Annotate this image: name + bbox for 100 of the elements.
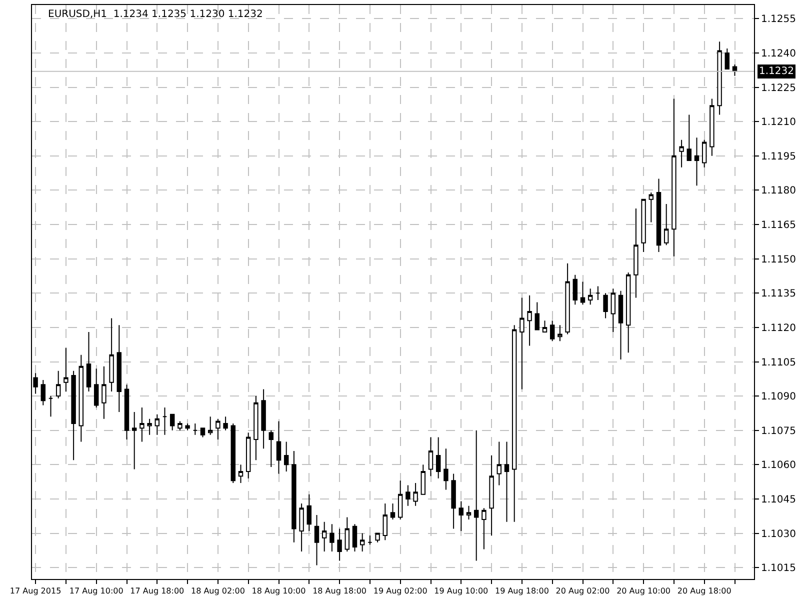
chart-title: EURUSD,H1 1.1234 1.1235 1.1230 1.1232 <box>48 9 263 20</box>
candlestick <box>482 508 486 550</box>
y-tick-label: 1.1120 <box>761 322 796 334</box>
candlestick <box>466 505 472 520</box>
candlestick <box>154 414 160 436</box>
candlestick <box>192 422 198 436</box>
candlestick <box>246 432 251 479</box>
candlestick <box>512 324 517 522</box>
candlestick <box>656 178 662 252</box>
candlestick <box>717 41 722 116</box>
candlestick <box>162 406 168 436</box>
y-tick-label: 1.1225 <box>761 82 796 94</box>
candlestick <box>368 535 372 546</box>
candlestick <box>185 422 190 431</box>
y-tick-label: 1.1045 <box>761 494 796 506</box>
y-tick-label: 1.1150 <box>761 254 796 266</box>
candlestick <box>238 464 244 484</box>
candlestick <box>527 294 532 346</box>
x-tick-label: 19 Aug 02:00 <box>373 586 428 596</box>
candlestick <box>550 320 555 342</box>
candlestick <box>102 366 106 420</box>
candlestick <box>534 302 540 330</box>
candlestick <box>664 203 669 246</box>
candlestick <box>694 137 700 186</box>
candlestick <box>413 482 418 506</box>
candlestick <box>618 290 624 360</box>
x-tick-label: 18 Aug 02:00 <box>190 586 245 596</box>
candlestick <box>314 514 320 566</box>
candlestick <box>588 288 593 306</box>
candlestick <box>398 480 403 520</box>
y-tick-label: 1.1090 <box>761 392 796 403</box>
candlestick <box>626 272 631 354</box>
y-tick-label: 1.1030 <box>761 528 796 540</box>
candlestick <box>610 288 616 333</box>
y-tick-label: 1.1015 <box>761 563 796 574</box>
candlestick <box>558 324 562 342</box>
candlestick <box>724 48 730 70</box>
candlestick <box>223 416 228 431</box>
candlestick <box>140 406 144 442</box>
x-tick-label: 18 Aug 18:00 <box>312 586 367 596</box>
candlestick <box>276 420 282 474</box>
candlestick <box>565 262 570 335</box>
candlestick <box>451 473 456 530</box>
candlestick <box>596 286 600 300</box>
x-tick-label: 17 Aug 2015 <box>10 586 62 596</box>
y-tick-label: 1.1195 <box>761 151 796 162</box>
candlestick <box>572 274 578 306</box>
x-tick-label: 17 Aug 10:00 <box>69 586 124 596</box>
x-tick-label: 19 Aug 10:00 <box>434 586 488 596</box>
candlestick <box>337 528 342 562</box>
candlestick <box>306 494 312 532</box>
candlestick <box>458 500 464 532</box>
candlestick <box>648 192 654 223</box>
candlestick <box>216 418 220 440</box>
candlestick <box>109 318 114 392</box>
candlestick <box>686 114 692 162</box>
candlestick <box>208 416 213 436</box>
candlestick <box>344 516 350 552</box>
candlestick <box>420 464 426 495</box>
candlestick <box>474 430 479 562</box>
x-tick-label: 20 Aug 18:00 <box>677 586 732 596</box>
candlestick <box>382 503 388 541</box>
candlestick <box>352 524 358 552</box>
candlestick <box>375 532 380 543</box>
candlestick <box>641 198 646 252</box>
y-tick-label: 1.1240 <box>761 48 796 60</box>
x-tick-label: 20 Aug 10:00 <box>616 586 671 596</box>
candlestick <box>284 441 289 472</box>
y-tick-label: 1.1180 <box>761 186 796 197</box>
candlestick <box>86 332 92 392</box>
x-tick-label: 20 Aug 02:00 <box>556 586 610 596</box>
candlestick <box>230 422 236 484</box>
candlestick <box>428 436 434 477</box>
candlestick <box>580 281 586 306</box>
y-tick-label: 1.1060 <box>761 460 796 472</box>
y-tick-label: 1.1210 <box>761 117 796 128</box>
candlestick <box>268 430 274 468</box>
candlestick <box>116 324 122 413</box>
candlestick <box>360 532 365 552</box>
candlestick <box>178 420 182 431</box>
candlestick <box>542 320 548 333</box>
y-tick-label: 1.1075 <box>761 426 796 437</box>
candlestick <box>444 448 448 490</box>
x-tick-label: 18 Aug 10:00 <box>252 586 306 596</box>
candlestick <box>200 428 206 438</box>
x-tick-label: 19 Aug 18:00 <box>494 586 549 596</box>
x-tick-label: 17 Aug 18:00 <box>130 586 184 596</box>
candlestick <box>634 208 638 298</box>
candlestick <box>504 441 510 522</box>
candlestick <box>124 384 130 440</box>
candlestick <box>299 503 304 552</box>
candlestick <box>496 441 502 486</box>
candlestick <box>94 368 99 408</box>
candlestick <box>40 380 46 406</box>
candlestick <box>406 484 410 506</box>
candlestick <box>48 396 54 418</box>
candlestick <box>147 418 152 436</box>
y-tick-label: 1.1135 <box>761 288 796 300</box>
candlestick <box>436 436 441 479</box>
y-tick-label: 1.1255 <box>761 14 796 26</box>
